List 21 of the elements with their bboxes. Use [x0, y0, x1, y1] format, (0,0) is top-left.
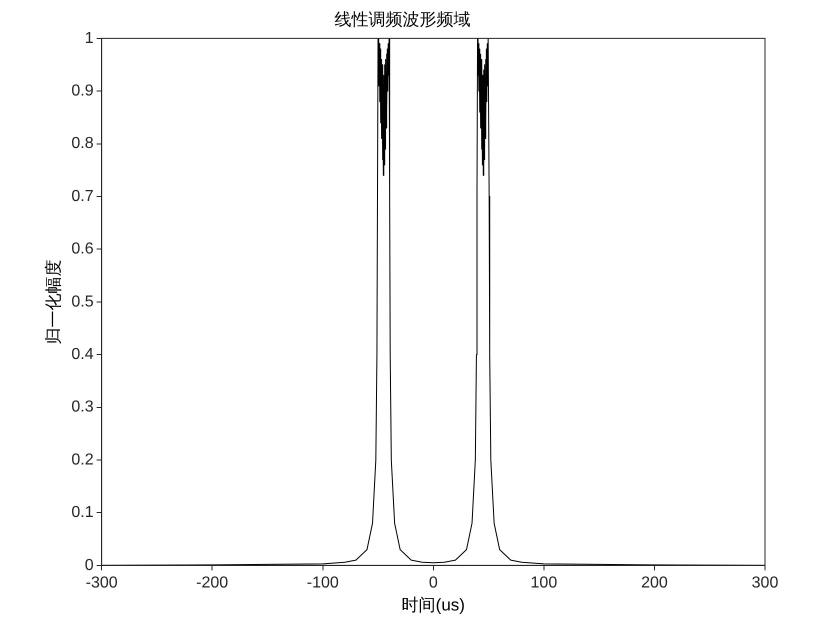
y-tick-label: 0.1 [71, 504, 94, 522]
y-tick-label: 0.9 [71, 82, 94, 100]
x-tick-label: -100 [306, 574, 339, 592]
y-tick-label: 0.7 [71, 188, 94, 205]
x-tick-label: 300 [752, 574, 778, 592]
y-tick-label: 0.4 [71, 346, 94, 364]
x-tick-label: 0 [428, 574, 438, 592]
y-axis-title: 归一化幅度 [44, 259, 63, 344]
x-axis-title: 时间(us) [402, 595, 465, 614]
x-tick-label: 200 [641, 574, 668, 592]
y-tick-label: 0.8 [71, 135, 94, 152]
y-tick-label: 0.6 [71, 240, 94, 258]
y-tick-label: 1 [84, 30, 94, 47]
y-tick-label: 0.5 [71, 293, 94, 310]
y-tick-label: 0.3 [71, 398, 94, 416]
y-tick-label: 0 [84, 556, 94, 574]
x-tick-label: 100 [530, 574, 558, 592]
x-tick-label: -300 [86, 574, 118, 592]
chart-title: 线性调频波形频域 [334, 10, 470, 29]
x-tick-label: -200 [196, 574, 228, 592]
y-tick-label: 0.2 [71, 451, 94, 468]
